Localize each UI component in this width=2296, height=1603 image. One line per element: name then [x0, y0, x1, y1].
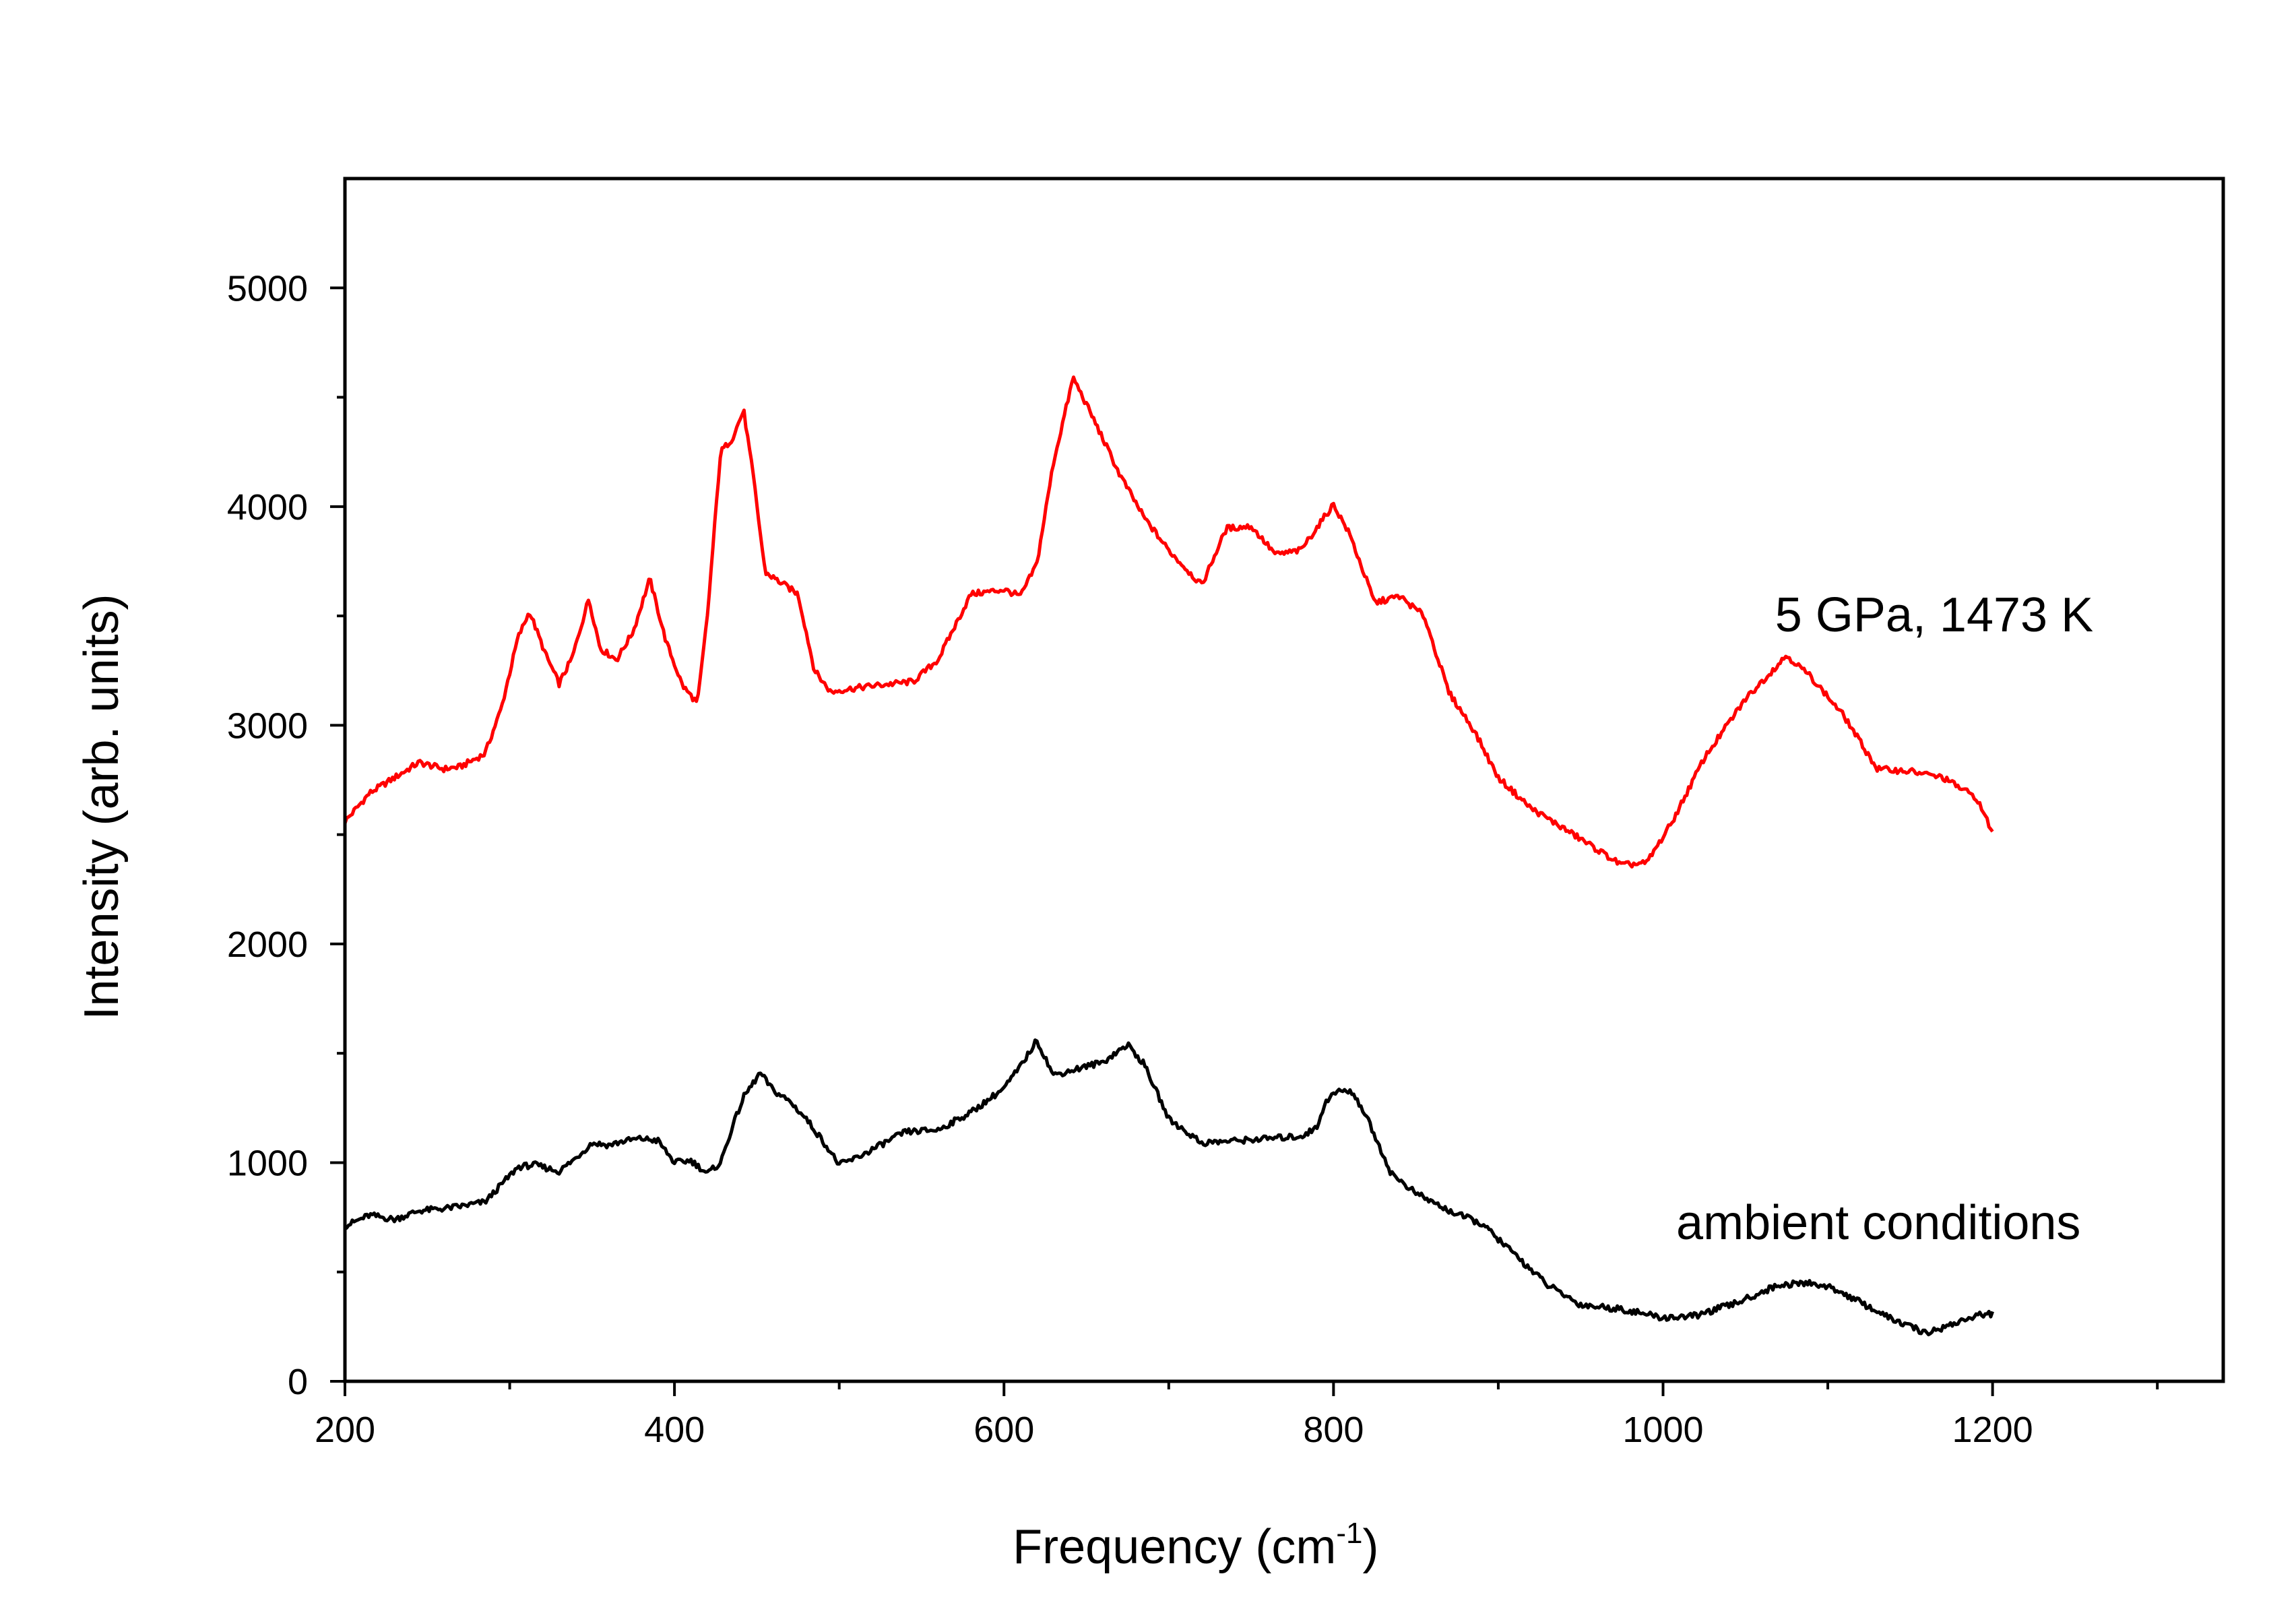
x-axis-title: Frequency (cm-1): [1013, 1517, 1378, 1574]
series-line-ambient: [344, 1038, 1994, 1337]
series-line-high-pressure: [343, 375, 1994, 869]
x-tick-label: 1000: [1622, 1410, 1703, 1450]
y-tick-label: 1000: [227, 1143, 308, 1183]
x-axis-title-suffix: ): [1362, 1520, 1378, 1574]
y-tick-label: 5000: [227, 268, 308, 309]
series-layer: [343, 375, 1994, 1337]
x-axis-title-main: Frequency (cm: [1013, 1520, 1336, 1574]
y-axis-title: Intensity (arb. units): [75, 594, 129, 1019]
x-tick-label: 800: [1303, 1410, 1364, 1450]
y-tick-label: 0: [288, 1362, 308, 1402]
annotation-high-pressure: 5 GPa, 1473 K: [1775, 588, 2093, 642]
labels-layer: 200 400 600 800 1000 1200 0 1000 2000 3000 4000 500…: [227, 268, 2033, 1450]
plot-frame: [343, 177, 2225, 1383]
y-tick-label: 2000: [227, 924, 308, 965]
x-tick-label: 200: [315, 1410, 375, 1450]
x-tick-label: 400: [644, 1410, 705, 1450]
x-axis-title-superscript: -1: [1336, 1517, 1362, 1550]
x-tick-label: 600: [974, 1410, 1034, 1450]
annotation-ambient: ambient conditions: [1676, 1196, 2080, 1250]
x-tick-label: 1200: [1952, 1410, 2033, 1450]
ticks-layer: [330, 286, 2159, 1396]
y-tick-label: 4000: [227, 487, 308, 528]
y-tick-label: 3000: [227, 705, 308, 746]
